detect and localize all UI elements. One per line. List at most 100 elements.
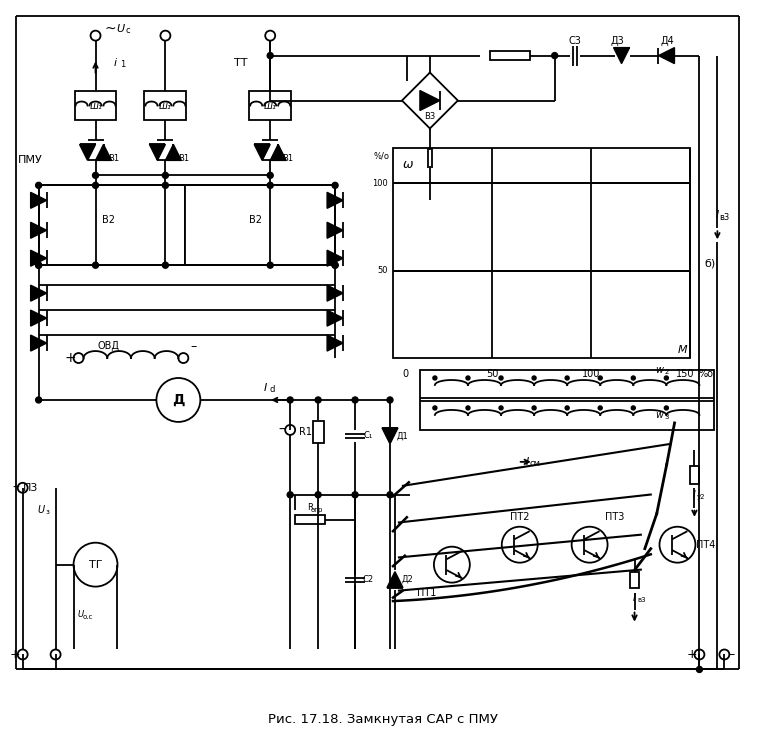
Circle shape [36, 182, 42, 188]
Text: C2: C2 [362, 575, 374, 584]
Text: огр: огр [311, 507, 324, 513]
Text: 3: 3 [665, 414, 668, 420]
Circle shape [50, 650, 60, 660]
Polygon shape [150, 145, 166, 160]
Bar [630, 572, 639, 587]
Circle shape [434, 547, 470, 583]
Text: U: U [37, 505, 44, 515]
Polygon shape [327, 285, 343, 301]
Text: %o: %o [699, 369, 714, 379]
Text: ПТ4: ПТ4 [696, 540, 715, 550]
Text: ш₁: ш₁ [89, 100, 102, 111]
Circle shape [36, 262, 42, 268]
Circle shape [36, 262, 42, 268]
Circle shape [665, 406, 668, 410]
Circle shape [552, 53, 558, 59]
Circle shape [163, 172, 169, 178]
Text: ω: ω [403, 158, 414, 171]
Text: ТТ: ТТ [233, 57, 247, 68]
Polygon shape [270, 145, 286, 160]
Bar [250, 90, 291, 120]
Text: в3: в3 [720, 213, 729, 222]
Text: 1: 1 [120, 60, 125, 69]
Text: 0: 0 [402, 369, 408, 379]
Polygon shape [613, 47, 629, 63]
Circle shape [18, 483, 27, 492]
Circle shape [631, 376, 636, 380]
Circle shape [387, 397, 393, 403]
Polygon shape [31, 335, 47, 351]
Circle shape [332, 182, 338, 188]
Text: i: i [114, 57, 117, 68]
Text: –: – [190, 340, 197, 352]
Bar [313, 421, 324, 443]
Text: M: M [678, 345, 687, 355]
Text: –: – [728, 648, 735, 661]
Text: 2: 2 [665, 369, 668, 375]
Circle shape [665, 376, 668, 380]
Circle shape [571, 526, 607, 562]
Text: 100: 100 [582, 369, 600, 379]
Text: I: I [716, 210, 719, 221]
Text: ПТ2: ПТ2 [510, 512, 530, 522]
Text: ш₁: ш₁ [159, 100, 172, 111]
Text: см: см [530, 459, 540, 468]
Bar [393, 148, 691, 358]
Polygon shape [31, 250, 47, 267]
Polygon shape [31, 222, 47, 238]
Circle shape [499, 406, 503, 410]
Bar [75, 90, 117, 120]
Circle shape [179, 353, 188, 363]
Circle shape [332, 262, 338, 268]
Bar [420, 370, 714, 430]
Circle shape [267, 172, 273, 178]
Text: з: з [46, 509, 50, 515]
Polygon shape [327, 192, 343, 209]
Circle shape [598, 376, 602, 380]
Bar [39, 185, 185, 265]
Circle shape [267, 182, 273, 188]
Circle shape [91, 31, 101, 41]
Polygon shape [327, 222, 343, 238]
Circle shape [433, 376, 437, 380]
Text: ПМУ: ПМУ [18, 155, 43, 166]
Circle shape [36, 397, 42, 403]
Circle shape [315, 492, 321, 498]
Circle shape [160, 31, 170, 41]
Text: w: w [655, 365, 664, 375]
Text: Д4: Д4 [661, 35, 674, 46]
Text: I: I [526, 457, 530, 467]
Text: 100: 100 [372, 179, 388, 187]
Text: у2: у2 [697, 494, 706, 500]
Polygon shape [387, 572, 403, 587]
Text: 150: 150 [676, 369, 694, 379]
Circle shape [499, 376, 503, 380]
Circle shape [266, 31, 275, 41]
Circle shape [352, 492, 358, 498]
Circle shape [287, 492, 293, 498]
Circle shape [466, 406, 470, 410]
Bar [185, 185, 335, 265]
Polygon shape [31, 285, 47, 301]
Circle shape [631, 406, 636, 410]
Text: ОВД: ОВД [98, 341, 120, 351]
Text: c: c [125, 26, 130, 35]
Polygon shape [254, 145, 270, 160]
Text: ПТ3: ПТ3 [605, 512, 624, 522]
Circle shape [18, 650, 27, 660]
Circle shape [92, 172, 98, 178]
Circle shape [156, 378, 201, 422]
Text: С3: С3 [568, 35, 581, 46]
Polygon shape [95, 145, 111, 160]
Text: +: + [687, 648, 697, 661]
Circle shape [697, 666, 703, 672]
Text: Д3: Д3 [610, 35, 624, 46]
Circle shape [598, 406, 602, 410]
Text: П3: П3 [23, 483, 38, 492]
Circle shape [565, 406, 569, 410]
Polygon shape [166, 145, 182, 160]
Text: B1: B1 [108, 154, 119, 163]
Polygon shape [31, 192, 47, 209]
Text: Д2: Д2 [402, 575, 414, 584]
Circle shape [532, 376, 536, 380]
